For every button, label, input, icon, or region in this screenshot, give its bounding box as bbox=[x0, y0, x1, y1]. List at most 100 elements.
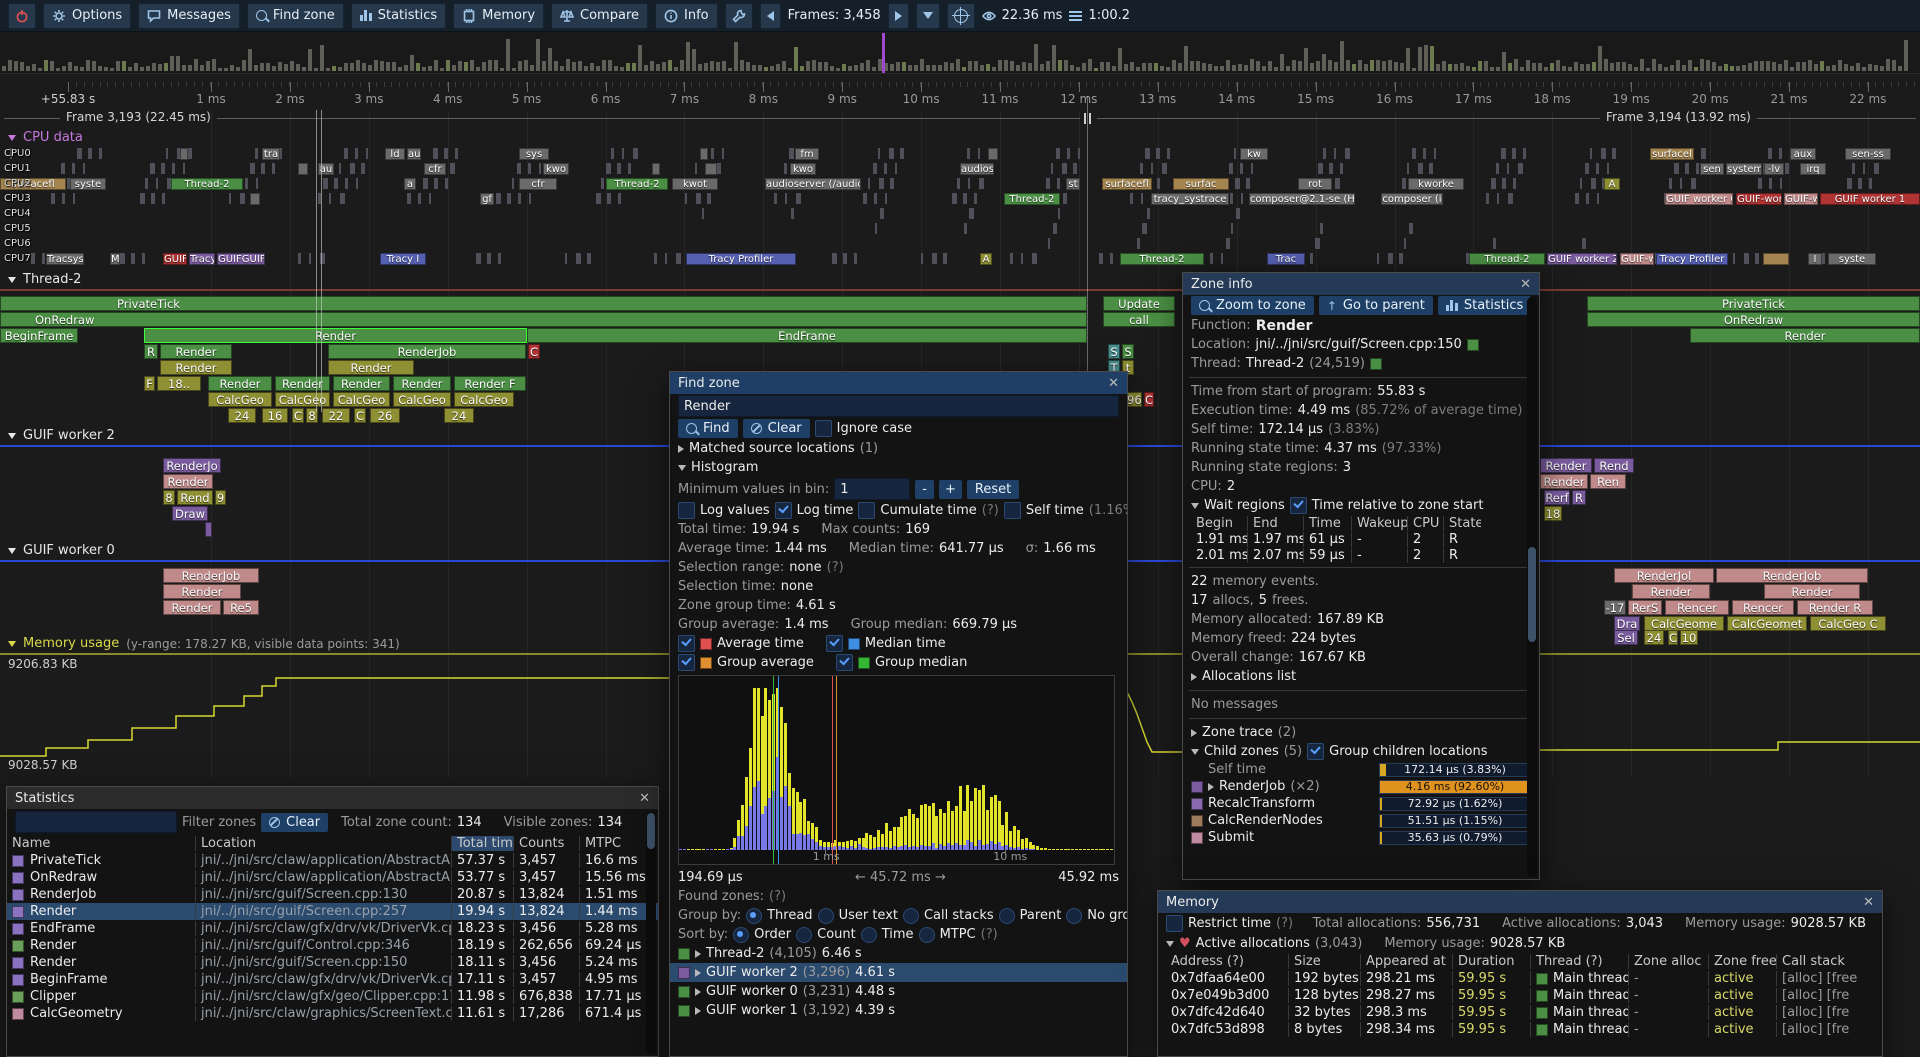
allocation-row[interactable]: 0x7e049b3d00 128 bytes 298.27 ms 59.95 s Mai… bbox=[1158, 987, 1882, 1004]
time-relative-checkbox[interactable] bbox=[1289, 497, 1307, 514]
cpu-zone[interactable]: syste bbox=[1828, 253, 1876, 265]
memory-titlebar[interactable]: Memory ✕ bbox=[1158, 891, 1882, 913]
timeline-zone[interactable]: Render F bbox=[454, 376, 526, 391]
timeline-zone[interactable]: R bbox=[144, 344, 158, 359]
active-allocations-row[interactable]: ♥ Active allocations (3,043) Memory usag… bbox=[1158, 934, 1882, 953]
cpu-zone[interactable]: surfacefl bbox=[0, 178, 66, 190]
cpu-zone[interactable]: st bbox=[1066, 178, 1080, 190]
cpu-zone[interactable]: system_s bbox=[1726, 163, 1762, 175]
timeline-zone[interactable]: CalcGeo bbox=[393, 392, 451, 407]
timeline-zone[interactable]: Render bbox=[393, 376, 451, 391]
legend-checkbox[interactable] bbox=[678, 635, 695, 652]
timeline-zone[interactable]: CalcGeo bbox=[333, 392, 390, 407]
found-zone-group-row[interactable]: GUIF worker 2 (3,296) 4.61 s bbox=[670, 963, 1127, 982]
memory-usage-plot[interactable] bbox=[0, 660, 1920, 776]
statistics-button[interactable]: Statistics bbox=[1437, 296, 1532, 315]
find-zone-titlebar[interactable]: Find zone ✕ bbox=[670, 372, 1127, 394]
matched-source-locations-row[interactable]: Matched source locations (1) bbox=[670, 439, 1127, 458]
close-icon[interactable]: ✕ bbox=[1863, 894, 1874, 910]
cpu-zone[interactable]: aux bbox=[1790, 148, 1816, 160]
stats-table-row[interactable]: EndFrame jni/../jni/src/claw/gfx/drv/vk/D… bbox=[7, 920, 658, 937]
child-zone-row[interactable]: RenderJob (×2) 4.16 ms (92.60%) bbox=[1183, 778, 1539, 795]
timeline-zone[interactable]: Render bbox=[1690, 328, 1920, 343]
timeline-zone[interactable]: RenderJo bbox=[163, 458, 221, 473]
cpu-zone[interactable]: Tracy Profiler bbox=[686, 253, 796, 265]
cpu-zone[interactable]: irq bbox=[1800, 163, 1826, 175]
cpu-zone[interactable]: gf bbox=[480, 193, 494, 205]
timeline-zone[interactable]: CalcGeo bbox=[454, 392, 514, 407]
scrollbar-thumb[interactable] bbox=[1528, 547, 1536, 642]
sort-by-radio-count[interactable] bbox=[796, 926, 813, 943]
clear-button[interactable]: Clear bbox=[742, 419, 810, 438]
timeline-zone[interactable]: C bbox=[292, 408, 304, 423]
timeline-zone[interactable]: Rend bbox=[1594, 458, 1634, 473]
log-time-checkbox[interactable] bbox=[774, 502, 792, 519]
timeline-zone[interactable]: RenderJol bbox=[1614, 568, 1714, 583]
prev-frame-button[interactable] bbox=[759, 2, 781, 29]
allocation-address[interactable]: 0x7dfc42d640 bbox=[1171, 1005, 1265, 1020]
section-header-cpu-data[interactable]: CPU data bbox=[8, 130, 83, 145]
cpu-zone[interactable] bbox=[298, 163, 308, 175]
stats-table-row[interactable]: Render jni/../jni/src/guif/Screen.cpp:257… bbox=[7, 903, 658, 920]
stats-column-header[interactable]: Location bbox=[195, 836, 451, 851]
allocation-callstack[interactable]: [alloc] [free bbox=[1776, 971, 1866, 986]
timeline-zone[interactable]: 26 bbox=[370, 408, 400, 423]
cpu-zone[interactable] bbox=[705, 163, 717, 175]
goto-frame-button[interactable] bbox=[946, 2, 975, 29]
timeline-zone[interactable]: Re5 bbox=[223, 600, 259, 615]
ignore-case-checkbox[interactable] bbox=[814, 420, 832, 437]
timeline-zone[interactable]: Render bbox=[144, 328, 527, 343]
cpu-zone[interactable]: sen bbox=[1700, 163, 1724, 175]
cpu-zone[interactable]: sys bbox=[519, 148, 549, 160]
cpu-zone[interactable]: A bbox=[980, 253, 992, 265]
cpu-zone[interactable]: audioserver (/audio bbox=[765, 178, 861, 190]
timeline-zone[interactable]: 24 bbox=[444, 408, 474, 423]
cpu-zone[interactable]: I bbox=[1808, 253, 1822, 265]
timeline-zone[interactable]: Render bbox=[1764, 584, 1860, 599]
timeline-zone[interactable]: Render bbox=[160, 360, 232, 375]
cpu-zone[interactable]: rot bbox=[1298, 178, 1332, 190]
stats-table-row[interactable]: Render jni/../jni/src/guif/Control.cpp:34… bbox=[7, 937, 658, 954]
cpu-zone[interactable]: ld bbox=[385, 148, 405, 160]
timeline-zone[interactable]: Render bbox=[328, 360, 414, 375]
cpu-zone[interactable]: syste bbox=[70, 178, 106, 190]
timeline-zone[interactable]: Render bbox=[1632, 584, 1710, 599]
cpu-zone[interactable]: Thread-2 bbox=[1120, 253, 1204, 265]
cpu-zone[interactable]: tra bbox=[262, 148, 280, 160]
child-zone-row[interactable]: Submit 35.63 µs (0.79%) bbox=[1183, 829, 1539, 846]
wait-regions-column-header[interactable]: Wakeup bbox=[1351, 515, 1407, 531]
timeline-zone[interactable]: RenderJob bbox=[163, 568, 259, 583]
timeline-zone[interactable]: 24 bbox=[1644, 630, 1664, 645]
stats-table-row[interactable]: OnRedraw jni/../jni/src/claw/application/… bbox=[7, 869, 658, 886]
close-icon[interactable]: ✕ bbox=[1108, 375, 1119, 391]
cpu-zone[interactable]: Thread-2 bbox=[606, 178, 668, 190]
timeline-zone[interactable]: Render bbox=[1540, 458, 1592, 473]
timeline-zone[interactable]: Ren bbox=[1590, 474, 1626, 489]
timeline-zone[interactable] bbox=[205, 522, 212, 537]
frame-labels-row[interactable]: Frame 3,193 (22.45 ms) Frame 3,194 (13.9… bbox=[0, 110, 1920, 127]
cpu-zone[interactable]: kworke bbox=[1408, 178, 1464, 190]
statistics-button[interactable]: Statistics bbox=[350, 2, 447, 29]
stats-column-header[interactable]: Total time bbox=[451, 836, 513, 851]
allocations-column-header[interactable]: Appeared at bbox=[1360, 954, 1452, 969]
timeline-zone[interactable]: 18 bbox=[1544, 506, 1562, 521]
cpu-zone[interactable]: kwo bbox=[543, 163, 569, 175]
timeline-zone[interactable]: S bbox=[1122, 344, 1134, 359]
timeline-zone[interactable]: Render bbox=[163, 584, 241, 599]
close-icon[interactable]: ✕ bbox=[1520, 276, 1531, 292]
find-zone-search-input[interactable]: Render bbox=[678, 395, 1119, 417]
timeline-zone[interactable]: Render bbox=[1540, 474, 1588, 489]
filter-zones-input[interactable] bbox=[15, 811, 177, 833]
legend-checkbox[interactable] bbox=[825, 635, 843, 652]
statistics-titlebar[interactable]: Statistics ✕ bbox=[7, 787, 658, 809]
memory-button[interactable]: Memory bbox=[453, 2, 545, 29]
group-children-checkbox[interactable] bbox=[1307, 743, 1325, 760]
allocation-callstack[interactable]: [alloc] [fre bbox=[1776, 1022, 1866, 1037]
cpu-zone[interactable]: GUIF worker 0 bbox=[1665, 193, 1733, 205]
cpu-zone[interactable]: Tracy bbox=[189, 253, 215, 265]
timeline-zone[interactable]: Rencer bbox=[1732, 600, 1794, 615]
cpu-zone[interactable]: Trac bbox=[1267, 253, 1305, 265]
stats-table-row[interactable]: RenderJob jni/../jni/src/guif/Screen.cpp:… bbox=[7, 886, 658, 903]
timeline-zone[interactable]: RerS bbox=[1628, 600, 1662, 615]
